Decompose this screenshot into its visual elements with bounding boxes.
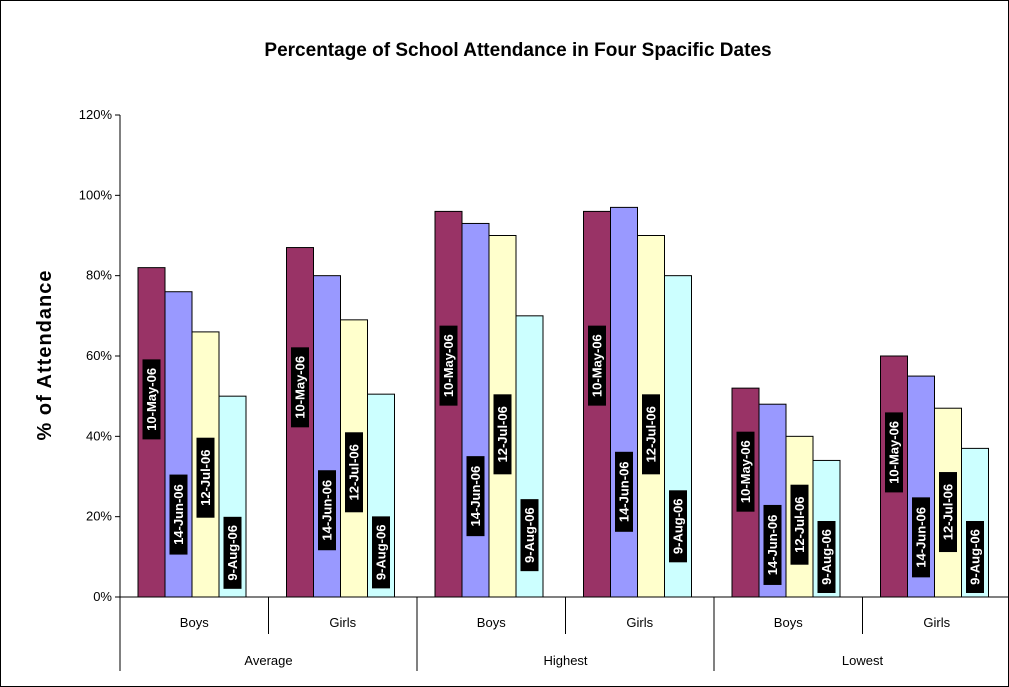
x-group-label: Average xyxy=(244,653,292,668)
data-label: 10-May-06 xyxy=(887,421,902,484)
y-tick-label: 60% xyxy=(86,348,112,363)
x-category-label: Girls xyxy=(329,615,356,630)
y-tick-label: 120% xyxy=(79,107,113,122)
y-tick-label: 0% xyxy=(93,589,112,604)
data-label: 12-Jul-06 xyxy=(198,450,213,506)
data-label: 14-Jun-06 xyxy=(171,484,186,545)
data-label: 9-Aug-06 xyxy=(374,525,389,581)
data-label-box xyxy=(669,490,687,563)
data-label-box xyxy=(439,325,458,406)
data-label-box xyxy=(615,451,633,532)
data-label: 9-Aug-06 xyxy=(522,507,537,563)
data-label-box xyxy=(372,516,390,589)
y-tick-label: 20% xyxy=(86,509,112,524)
data-label-box xyxy=(763,504,782,585)
x-category-label: Boys xyxy=(180,615,209,630)
data-label-box xyxy=(939,472,957,553)
x-group-label: Lowest xyxy=(842,653,884,668)
data-label: 10-May-06 xyxy=(738,440,753,503)
data-label-box xyxy=(466,456,485,537)
data-label: 9-Aug-06 xyxy=(819,529,834,585)
data-label-box xyxy=(588,325,606,406)
data-label-box xyxy=(318,470,336,551)
data-label: 12-Jul-06 xyxy=(495,406,510,462)
data-label-box xyxy=(885,412,903,493)
data-label: 12-Jul-06 xyxy=(941,484,956,540)
data-label-box xyxy=(223,516,242,589)
data-label-box xyxy=(790,484,809,565)
y-tick-label: 80% xyxy=(86,268,112,283)
x-category-label: Boys xyxy=(774,615,803,630)
bar xyxy=(610,206,638,598)
data-label-box xyxy=(736,431,755,512)
data-label-box xyxy=(642,394,660,475)
chart-title: Percentage of School Attendance in Four … xyxy=(264,40,771,61)
data-label: 14-Jun-06 xyxy=(468,466,483,527)
data-label-box xyxy=(966,521,984,593)
data-label-box xyxy=(520,499,539,572)
data-label: 10-May-06 xyxy=(293,356,308,419)
data-label-box xyxy=(912,497,930,578)
data-label: 9-Aug-06 xyxy=(671,498,686,554)
data-label-box xyxy=(196,437,215,518)
data-label: 14-Jun-06 xyxy=(914,507,929,568)
data-label: 10-May-06 xyxy=(144,368,159,431)
data-label: 12-Jul-06 xyxy=(644,406,659,462)
data-label-box xyxy=(493,394,512,475)
x-group-label: Highest xyxy=(543,653,587,668)
x-category-label: Girls xyxy=(626,615,653,630)
x-category-label: Girls xyxy=(923,615,950,630)
data-label: 12-Jul-06 xyxy=(792,497,807,553)
data-label: 10-May-06 xyxy=(590,334,605,397)
data-label: 9-Aug-06 xyxy=(225,525,240,581)
x-category-label: Boys xyxy=(477,615,506,630)
data-label: 14-Jun-06 xyxy=(320,480,335,541)
y-tick-label: 40% xyxy=(86,428,112,443)
plot-area: 0% 20% 40% 60% 80% 100% 120% 10-May-06 14-Jun-06… xyxy=(79,107,1008,671)
y-axis-label: % of Attendance xyxy=(34,270,56,441)
data-label: 12-Jul-06 xyxy=(347,444,362,500)
data-label: 14-Jun-06 xyxy=(765,515,780,576)
data-label-box xyxy=(142,359,161,440)
data-label-box xyxy=(345,432,363,513)
data-label-box xyxy=(291,347,309,428)
data-label: 14-Jun-06 xyxy=(617,461,632,522)
data-label: 9-Aug-06 xyxy=(968,529,983,585)
data-label-box xyxy=(169,474,188,555)
bar xyxy=(461,222,490,598)
data-label-box xyxy=(817,521,836,593)
data-label: 10-May-06 xyxy=(441,334,456,397)
y-tick-label: 100% xyxy=(79,187,113,202)
